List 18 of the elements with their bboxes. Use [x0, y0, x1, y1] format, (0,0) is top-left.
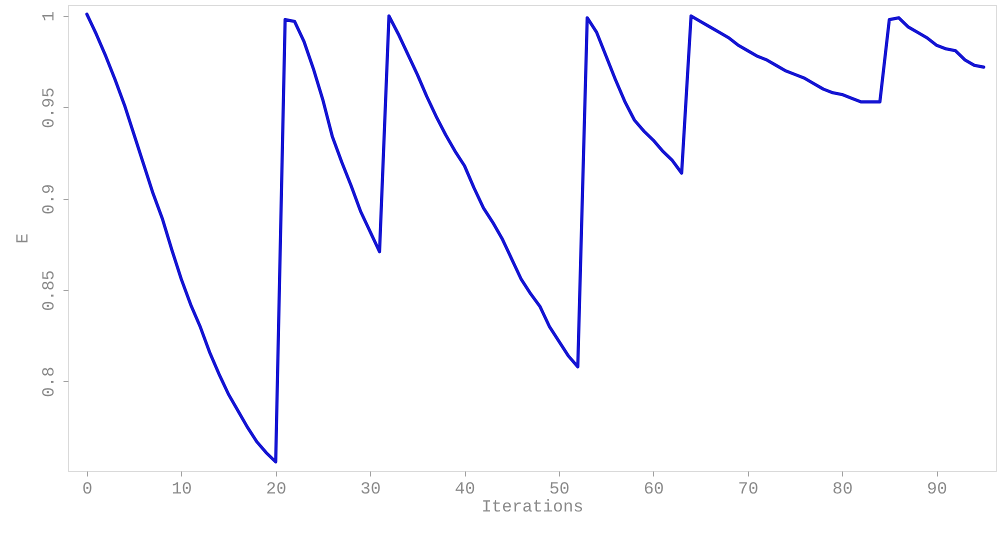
y-tick-label: 0.95	[40, 87, 60, 128]
x-tick-label: 0	[82, 480, 92, 500]
x-tick-label: 50	[549, 480, 570, 500]
y-tick-label: 0.85	[40, 270, 60, 311]
y-tick-label: 0.8	[40, 366, 60, 398]
x-tick-label: 60	[644, 480, 664, 500]
x-tick-label: 30	[360, 480, 381, 500]
x-tick-label: 20	[266, 480, 286, 500]
x-axis-title: Iterations	[481, 498, 584, 518]
x-tick-label: 80	[832, 480, 853, 500]
y-tick-label: 0.9	[40, 184, 60, 215]
y-axis-title: E	[14, 233, 34, 244]
x-tick-label: 90	[926, 480, 948, 500]
line-series	[85, 12, 986, 464]
x-tick-label: 40	[454, 480, 476, 500]
y-tick-label: 1	[40, 11, 60, 22]
x-tick-label: 70	[738, 480, 758, 500]
x-tick-label: 10	[172, 480, 192, 500]
